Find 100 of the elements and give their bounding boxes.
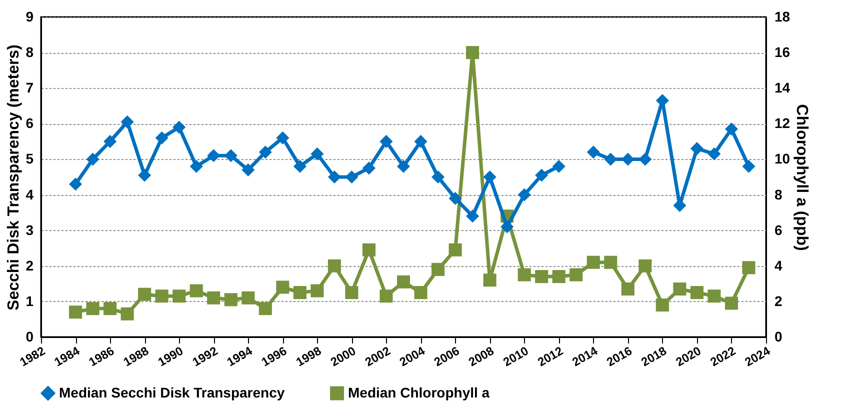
y2-tick-label: 8: [774, 186, 782, 202]
point: [120, 307, 134, 320]
x-tick-label: 1984: [52, 344, 82, 370]
point: [500, 220, 514, 234]
y-tick-label: 9: [26, 8, 34, 24]
point: [448, 243, 462, 256]
x-tick-label: 1986: [86, 344, 117, 370]
point: [293, 160, 306, 173]
x-tick-label: 2010: [500, 344, 532, 370]
point: [172, 120, 186, 134]
point: [690, 286, 704, 300]
point: [293, 286, 306, 300]
y-tick-label: 2: [26, 257, 34, 274]
point: [673, 282, 686, 296]
point: [138, 288, 152, 301]
point: [638, 152, 652, 166]
point: [708, 290, 721, 303]
point: [69, 178, 82, 191]
point: [242, 163, 255, 176]
y-tick-label: 5: [26, 150, 34, 167]
y2-tick-label: 18: [774, 8, 790, 24]
y2-tick-label: 12: [774, 115, 790, 132]
point: [414, 134, 428, 148]
point: [724, 122, 738, 136]
x-tick-label: 2024: [742, 344, 773, 370]
point: [224, 149, 238, 162]
point: [552, 160, 566, 173]
x-tick-label: 2020: [673, 344, 704, 370]
y2-tick-label: 4: [774, 257, 782, 274]
legend-label: Median Chlorophyll a: [348, 384, 490, 400]
y-tick-label: 1: [26, 292, 34, 309]
point: [604, 256, 618, 269]
y2-tick-label: 16: [774, 44, 790, 60]
y-tick-label: 0: [26, 328, 34, 344]
point: [604, 152, 618, 166]
point: [535, 168, 548, 182]
point: [742, 160, 756, 173]
x-tick-label: 2012: [535, 344, 566, 370]
point: [380, 134, 393, 148]
x-tick-label: 1992: [190, 344, 220, 370]
x-tick-label: 2002: [362, 344, 394, 370]
point: [69, 306, 82, 319]
point: [258, 146, 272, 159]
point: [276, 280, 290, 294]
point: [310, 284, 324, 298]
point: [621, 282, 634, 296]
y-tick-label: 8: [26, 44, 34, 60]
y-axis-title: Secchi Disk Transparency (meters): [6, 44, 23, 310]
y2-tick-label: 2: [774, 292, 782, 309]
point: [448, 192, 462, 205]
x-tick-label: 1982: [17, 344, 48, 370]
point: [432, 262, 445, 276]
point: [638, 259, 652, 272]
legend-label: Median Secchi Disk Transparency: [59, 384, 285, 400]
point: [224, 293, 238, 306]
x-tick-label: 1988: [120, 344, 152, 370]
y-tick-label: 7: [26, 80, 34, 96]
point: [172, 290, 186, 303]
point: [207, 149, 220, 162]
x-tick-label: 1994: [224, 344, 255, 370]
point: [155, 131, 168, 144]
point: [345, 170, 358, 184]
point: [104, 134, 117, 148]
point: [190, 160, 203, 173]
point: [258, 302, 272, 316]
point: [586, 256, 600, 269]
point: [396, 275, 410, 288]
point: [708, 147, 721, 160]
point: [414, 286, 428, 300]
x-tick-label: 2018: [638, 344, 670, 370]
point: [586, 146, 600, 159]
point: [742, 261, 756, 274]
point: [345, 286, 358, 300]
point: [138, 168, 152, 182]
point: [483, 274, 496, 287]
point: [328, 170, 341, 184]
point: [518, 268, 531, 282]
x-tick-label: 1996: [259, 344, 290, 370]
point: [362, 243, 376, 256]
point: [656, 298, 669, 312]
y2-tick-label: 0: [774, 328, 782, 344]
point: [483, 170, 496, 184]
x-tick-label: 1990: [155, 344, 186, 370]
point: [552, 270, 566, 284]
point: [276, 131, 290, 144]
point: [396, 160, 410, 173]
x-tick-label: 2006: [432, 344, 462, 370]
point: [621, 152, 634, 166]
y-tick-label: 4: [26, 186, 34, 202]
y-tick-label: 6: [26, 115, 34, 132]
y2-tick-label: 14: [774, 80, 790, 96]
x-tick-label: 2008: [466, 344, 497, 370]
point: [570, 268, 583, 282]
point: [155, 290, 168, 303]
y2-tick-label: 10: [774, 150, 790, 167]
point: [310, 147, 324, 160]
y-tick-label: 3: [26, 222, 34, 238]
x-tick-label: 2016: [604, 344, 635, 370]
point: [207, 291, 220, 304]
point: [86, 152, 100, 166]
